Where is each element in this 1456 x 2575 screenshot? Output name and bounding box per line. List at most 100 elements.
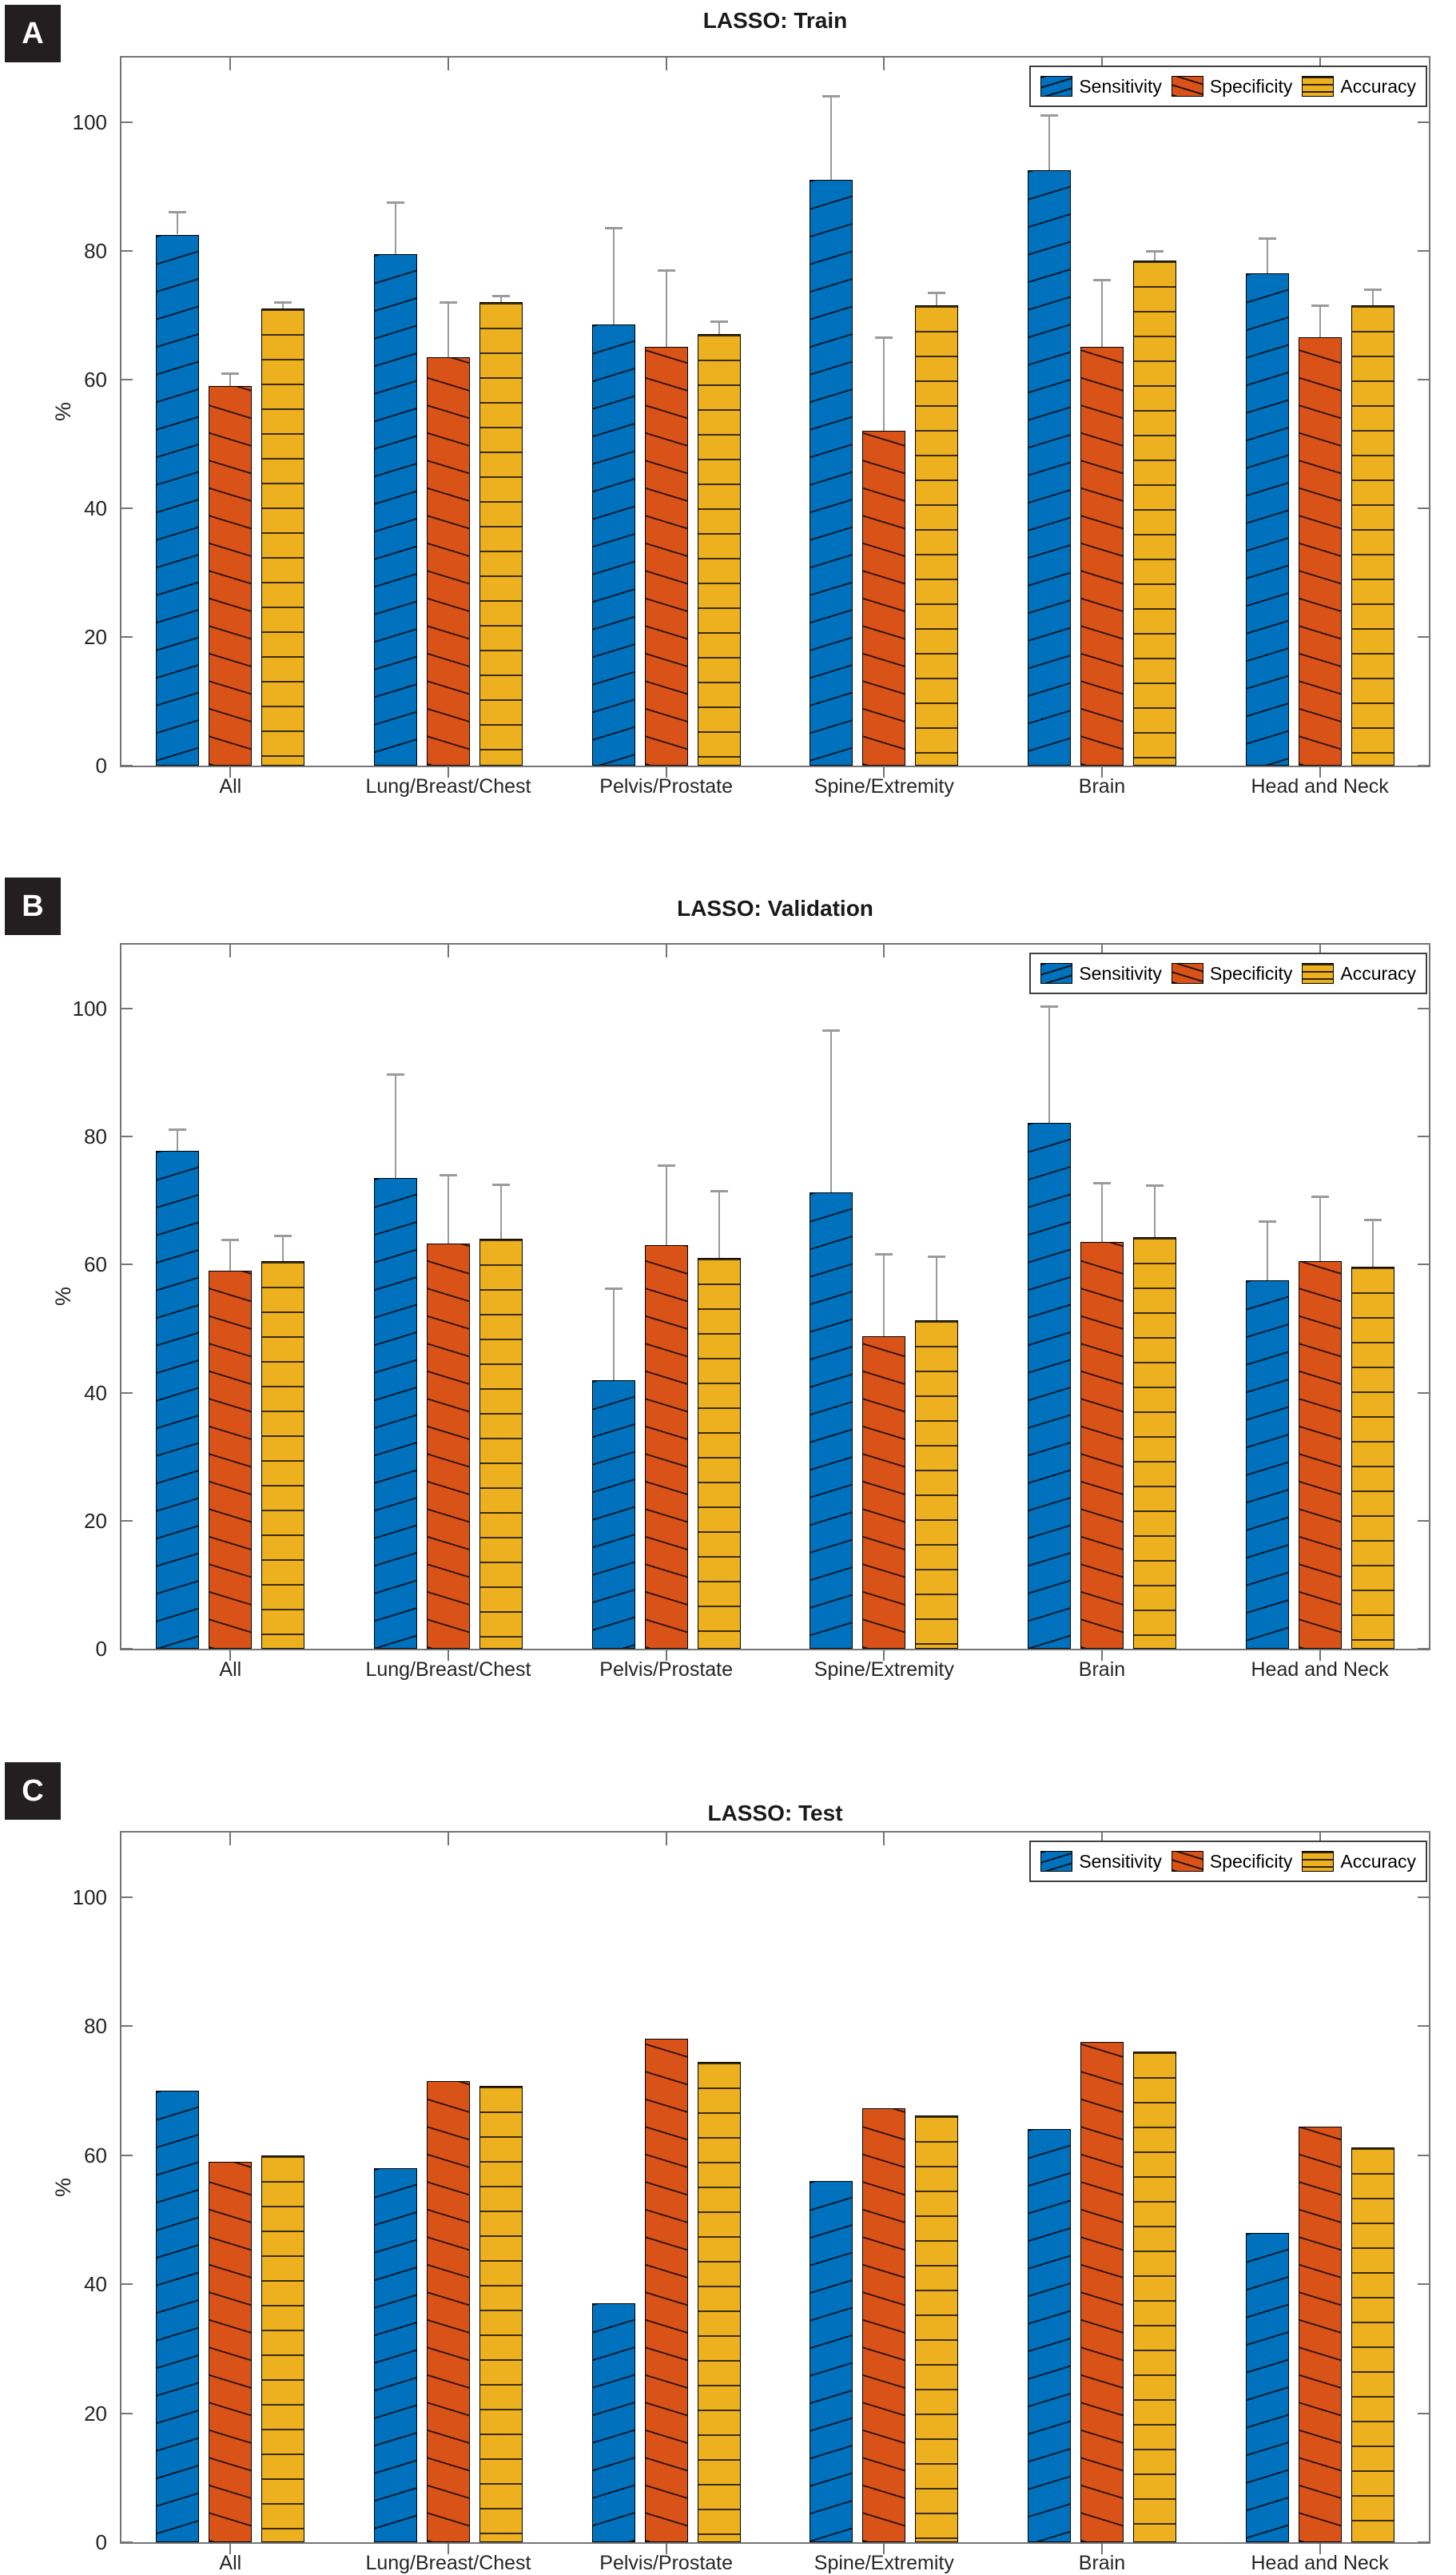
error-bar (718, 1191, 720, 1259)
error-bar (1266, 1220, 1268, 1281)
error-bar-cap (1093, 1181, 1111, 1184)
legend-swatch-accuracy (1302, 1851, 1335, 1872)
error-bar-cap (1146, 249, 1164, 253)
bar-sensitivity-head-and-neck (1245, 273, 1289, 766)
error-bar-cap (1146, 1184, 1164, 1188)
y-tick-right (1418, 2412, 1429, 2414)
legend-label-specificity: Specificity (1209, 1850, 1293, 1872)
bar-specificity-all (209, 1271, 253, 1649)
error-bar-cap (1093, 278, 1111, 281)
error-bar-cap (169, 211, 187, 214)
x-category-label: Brain (1078, 2552, 1126, 2574)
x-category-label: Lung/Breast/Chest (365, 775, 531, 798)
x-tick-top (1319, 1833, 1321, 1845)
error-bar (1154, 1185, 1156, 1237)
legend-label-accuracy: Accuracy (1340, 1850, 1416, 1872)
bar-accuracy-spine-extremity (915, 305, 959, 766)
bar-sensitivity-lung-breast-chest (374, 253, 417, 766)
y-tick (121, 2541, 133, 2543)
y-tick (121, 2283, 133, 2286)
bar-accuracy-head-and-neck (1351, 1266, 1394, 1649)
error-bar-cap (657, 269, 675, 272)
bar-specificity-spine-extremity (862, 2107, 906, 2542)
bar-accuracy-all (261, 1261, 305, 1649)
bar-specificity-pelvis-prostate (644, 347, 688, 766)
bar-specificity-pelvis-prostate (644, 1245, 688, 1649)
panel-badge-c: C (5, 1762, 61, 1820)
error-bar (448, 1175, 449, 1244)
error-bar-cap (928, 291, 946, 294)
error-bar-cap (1311, 304, 1329, 308)
bar-specificity-head-and-neck (1298, 2127, 1342, 2542)
bar-specificity-spine-extremity (862, 431, 906, 766)
y-tick-label: 80 (84, 2014, 107, 2039)
error-bar-cap (1040, 1005, 1058, 1008)
bar-sensitivity-brain (1028, 2129, 1071, 2542)
error-bar (177, 1128, 179, 1151)
error-bar-cap (710, 1190, 728, 1193)
legend-entry-specificity: Specificity (1171, 963, 1292, 985)
bar-accuracy-brain (1133, 260, 1176, 766)
error-bar-cap (1258, 1220, 1276, 1223)
error-bar-cap (1040, 114, 1058, 117)
x-category-label: Head and Neck (1251, 1658, 1389, 1681)
y-tick-label: 80 (84, 238, 107, 263)
y-tick (121, 249, 133, 252)
error-bar (883, 337, 885, 432)
error-bar (1048, 115, 1050, 170)
bar-specificity-lung-breast-chest (427, 1244, 470, 1649)
bar-accuracy-spine-extremity (915, 2115, 959, 2542)
y-tick-right (1418, 249, 1429, 252)
x-tick-bottom (229, 2544, 232, 2554)
x-tick-bottom (1319, 1650, 1321, 1661)
plot-area-train: 0 20 40 60 80 100 All Lung/Breast/Chest Pelvis/P… (73, 56, 1430, 798)
x-category-label: Spine/Extremity (814, 775, 954, 798)
y-tick (121, 507, 133, 509)
y-axis-label: % (50, 2178, 75, 2198)
error-bar (1371, 1219, 1374, 1267)
error-bar-cap (822, 95, 841, 98)
error-bar (612, 1288, 615, 1380)
bar-specificity-head-and-neck (1298, 337, 1342, 766)
error-bar-cap (604, 1288, 623, 1291)
legend-swatch-sensitivity (1040, 1851, 1073, 1872)
x-category-label: Head and Neck (1251, 2552, 1389, 2574)
error-bar-cap (928, 1256, 946, 1259)
error-bar (830, 96, 833, 181)
error-bar (500, 296, 502, 303)
error-bar (612, 228, 615, 325)
error-bar (282, 302, 284, 309)
error-bar (1319, 1196, 1321, 1262)
error-bar-cap (604, 227, 623, 230)
legend-label-sensitivity: Sensitivity (1079, 1850, 1162, 1872)
y-tick-label: 100 (72, 109, 107, 134)
bar-accuracy-all (261, 308, 305, 766)
bar-sensitivity-spine-extremity (810, 2180, 853, 2542)
error-bar (1048, 1005, 1050, 1123)
x-category-label: Head and Neck (1251, 775, 1389, 798)
x-tick-bottom (229, 767, 232, 778)
error-bar (1371, 289, 1374, 306)
bar-sensitivity-spine-extremity (810, 1192, 853, 1649)
x-tick-top (1101, 945, 1103, 957)
y-tick (121, 378, 133, 380)
legend-swatch-sensitivity (1040, 963, 1073, 984)
legend-swatch-specificity (1171, 1851, 1203, 1872)
legend-entry-accuracy: Accuracy (1302, 76, 1416, 98)
y-tick (121, 635, 133, 638)
error-bar (665, 269, 667, 348)
bar-accuracy-head-and-neck (1351, 2147, 1394, 2542)
y-tick-label: 20 (84, 1508, 107, 1533)
x-tick-bottom (1101, 767, 1103, 778)
bar-specificity-pelvis-prostate (644, 2039, 688, 2542)
x-tick-top (883, 1833, 885, 1845)
x-tick-top (1101, 58, 1103, 70)
legend-swatch-specificity (1171, 76, 1203, 97)
legend-entry-specificity: Specificity (1171, 1850, 1293, 1873)
error-bar-cap (387, 201, 404, 205)
x-category-label: Lung/Breast/Chest (365, 1658, 531, 1681)
legend-entry-specificity: Specificity (1171, 76, 1292, 98)
bar-sensitivity-lung-breast-chest (374, 1178, 417, 1649)
y-tick-right (1418, 2154, 1429, 2156)
x-category-label: Brain (1078, 1658, 1126, 1681)
